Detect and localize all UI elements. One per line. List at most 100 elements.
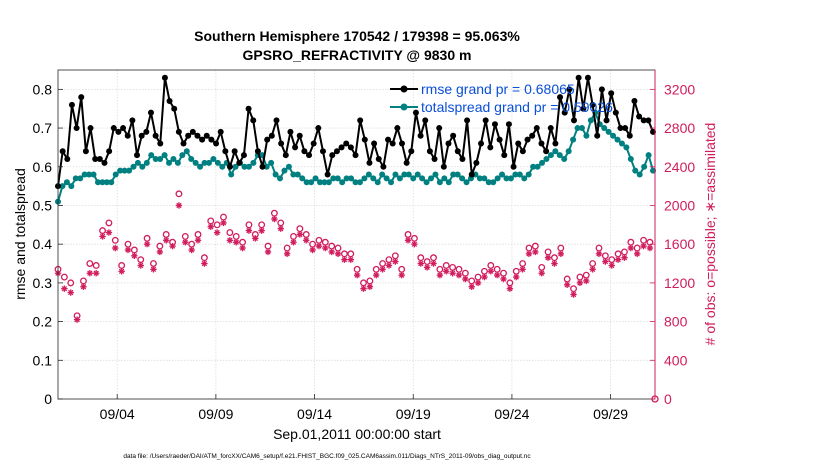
assimilated-point xyxy=(513,273,520,281)
series-rmse-point xyxy=(296,132,303,139)
series-rmse-point xyxy=(282,152,289,159)
series-spread-point xyxy=(570,136,577,143)
series-rmse-point xyxy=(129,117,136,124)
right-tick-label: 1200 xyxy=(664,275,695,291)
series-rmse-point xyxy=(324,171,331,178)
series-spread-point xyxy=(348,175,355,182)
series-rmse-point xyxy=(138,132,145,139)
chart-subtitle: GPSRO_REFRACTIVITY @ 9830 m xyxy=(243,47,472,63)
series-rmse-point xyxy=(217,128,224,135)
series-spread-point xyxy=(374,179,381,186)
possible-point xyxy=(60,273,68,281)
series-rmse-point xyxy=(631,97,638,104)
series-rmse-point xyxy=(510,163,517,170)
series-spread-point xyxy=(143,159,150,166)
legend-spread-label: totalspread grand pr = 0.59026 xyxy=(421,99,613,115)
series-spread-point xyxy=(428,175,435,182)
left-tick-label: 0 xyxy=(44,391,52,407)
series-rmse-point xyxy=(491,121,498,128)
assimilated-point xyxy=(633,250,641,258)
series-rmse-point xyxy=(543,148,550,155)
assimilated-point xyxy=(468,283,475,290)
series-rmse-point xyxy=(557,94,564,101)
assimilated-point xyxy=(112,244,119,252)
series-spread-point xyxy=(312,175,319,182)
series-rmse-point xyxy=(394,125,401,132)
series-spread-point xyxy=(423,179,430,186)
series-spread-point xyxy=(161,152,168,159)
right-axis-label: # of obs: o=possible; ∗=assimilated xyxy=(702,123,718,346)
series-rmse-point xyxy=(454,148,461,155)
assimilated-point xyxy=(213,229,221,236)
series-rmse-point xyxy=(598,86,605,93)
assimilated-point xyxy=(589,266,596,273)
left-tick-label: 0.5 xyxy=(33,197,53,213)
series-rmse-point xyxy=(547,125,554,132)
assimilated-point xyxy=(156,248,164,256)
series-spread-point xyxy=(139,163,146,170)
right-tick-label: 3200 xyxy=(664,81,695,97)
assimilated-point xyxy=(220,219,227,227)
series-spread-point xyxy=(539,159,546,166)
series-rmse-point xyxy=(431,156,438,163)
series-spread-point xyxy=(294,171,301,178)
series-rmse-point xyxy=(524,136,531,143)
assimilated-point xyxy=(80,283,87,290)
series-spread xyxy=(55,109,657,205)
series-rmse-point xyxy=(459,156,466,163)
left-tick-label: 0.1 xyxy=(33,352,53,368)
left-tick-label: 0.6 xyxy=(33,159,53,175)
assimilated-point xyxy=(455,271,463,279)
series-rmse-point xyxy=(501,152,508,159)
series-spread-point xyxy=(308,179,315,186)
series-spread-point xyxy=(263,163,270,170)
right-tick-label: 0 xyxy=(664,391,672,407)
assimilated-point xyxy=(137,262,144,269)
series-spread-point xyxy=(503,175,510,182)
series-rmse-point xyxy=(612,109,619,116)
series-rmse-point xyxy=(561,109,568,116)
series-spread-point xyxy=(388,179,395,186)
series-spread-point xyxy=(632,167,639,174)
series-rmse-point xyxy=(575,74,582,81)
series-rmse-point xyxy=(352,152,359,159)
series-spread-point xyxy=(228,171,235,178)
series-rmse-point xyxy=(445,140,452,147)
assimilated-point xyxy=(462,275,469,283)
series-spread-point xyxy=(494,175,501,182)
assimilated-point xyxy=(551,260,558,267)
assimilated-point xyxy=(525,250,533,258)
series-spread-point xyxy=(201,159,208,166)
series-rmse-point xyxy=(468,171,475,178)
series-spread-point xyxy=(561,156,568,163)
series-spread-point xyxy=(476,175,483,182)
assimilated-point xyxy=(570,291,577,298)
series-spread-point xyxy=(543,156,550,163)
series-rmse-point xyxy=(338,144,345,151)
series-rmse-point xyxy=(245,105,252,112)
series-rmse-point xyxy=(375,156,382,163)
series-spread-point xyxy=(507,175,514,182)
series-rmse-point xyxy=(259,163,266,170)
assimilated-point xyxy=(379,266,386,273)
series-spread-point xyxy=(441,175,448,182)
assimilated-point xyxy=(627,244,635,252)
series-spread-point xyxy=(641,163,648,170)
series-spread-point xyxy=(383,175,390,182)
x-tick-label: 09/04 xyxy=(100,406,135,422)
series-spread-point xyxy=(94,179,101,186)
assimilated-point xyxy=(532,248,539,256)
right-tick-label: 800 xyxy=(664,314,688,330)
possible-point xyxy=(86,260,94,267)
series-spread-point xyxy=(232,163,239,170)
series-spread-point xyxy=(618,140,625,147)
series-rmse-point xyxy=(487,144,494,151)
series-spread-point xyxy=(77,175,84,182)
series-spread-point xyxy=(72,175,79,182)
series-spread-point xyxy=(499,171,506,178)
assimilated-point xyxy=(423,264,431,271)
assimilated-point xyxy=(271,215,278,223)
assimilated-point xyxy=(131,252,138,259)
series-rmse-point xyxy=(254,148,261,155)
possible-point xyxy=(67,279,75,287)
